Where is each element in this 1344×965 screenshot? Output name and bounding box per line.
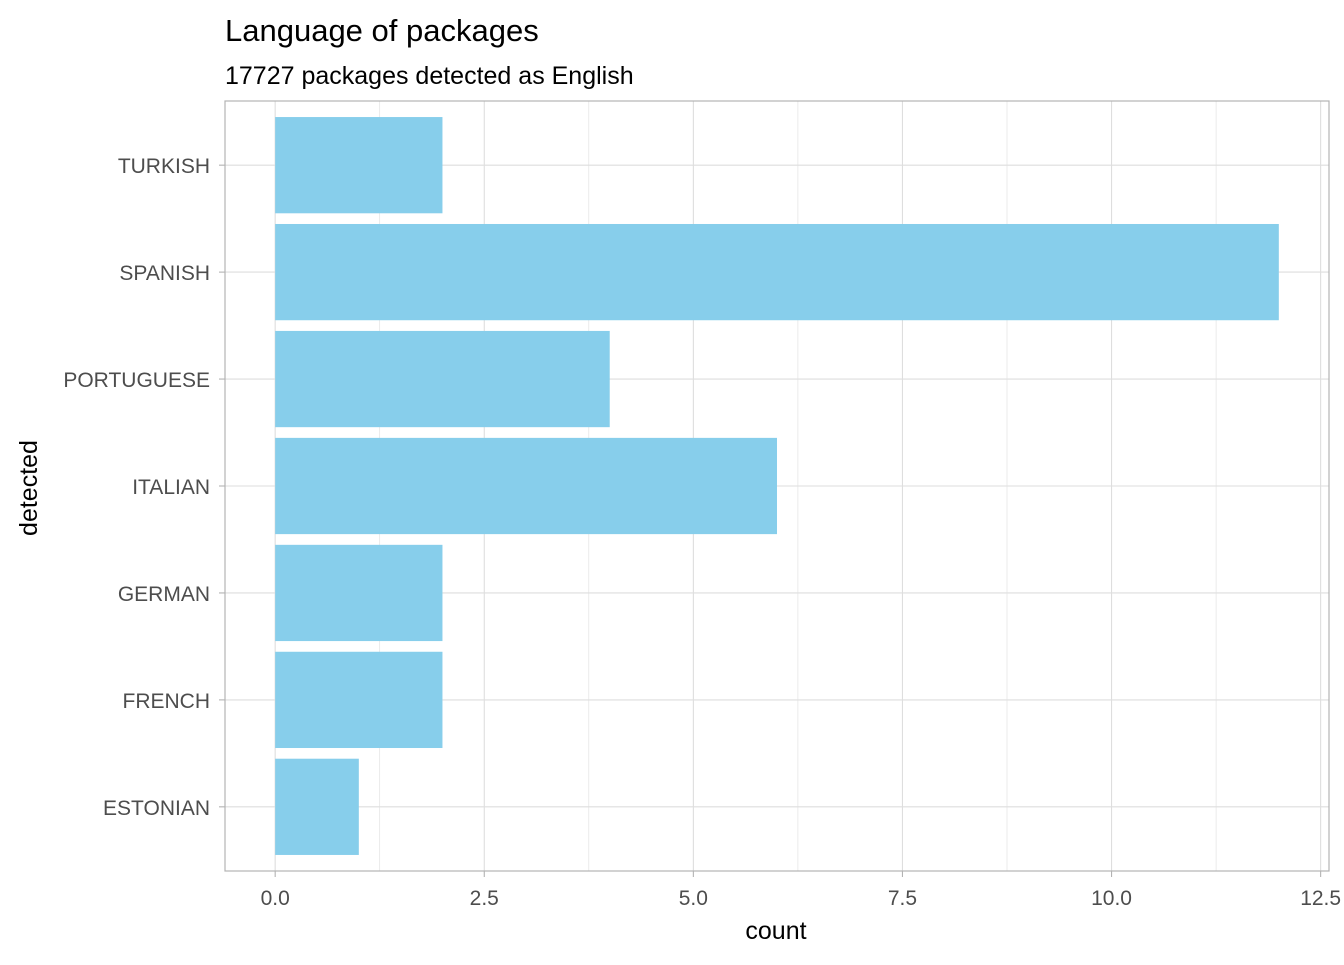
bar-turkish <box>275 117 443 214</box>
bar-german <box>275 544 443 642</box>
x-tick-label: 5.0 <box>679 887 708 910</box>
y-tick-label: ESTONIAN <box>103 797 210 820</box>
y-tick-label: PORTUGUESE <box>63 369 210 392</box>
y-tick-label: GERMAN <box>118 583 210 606</box>
bar-spanish <box>275 223 1279 321</box>
bar-italian <box>275 437 777 535</box>
bar-estonian <box>275 758 359 855</box>
y-tick-label: SPANISH <box>119 262 210 285</box>
y-axis-title: detected <box>15 440 43 536</box>
y-axis: ESTONIAN FRENCH GERMAN ITALIAN PORTUGUESE SPA… <box>63 155 225 820</box>
y-tick-label: ITALIAN <box>132 476 210 499</box>
x-axis-title: count <box>745 917 806 945</box>
chart-subtitle: 17727 packages detected as English <box>225 62 634 90</box>
x-tick-label: 2.5 <box>470 887 499 910</box>
bar-french <box>275 651 443 749</box>
x-tick-label: 12.5 <box>1300 887 1341 910</box>
y-tick-label: FRENCH <box>123 690 211 713</box>
x-tick-label: 0.0 <box>261 887 290 910</box>
x-axis: 0.0 2.5 5.0 7.5 10.0 12.5 <box>261 871 1341 910</box>
x-tick-label: 7.5 <box>888 887 917 910</box>
bars <box>275 117 1279 855</box>
x-tick-label: 10.0 <box>1091 887 1132 910</box>
bar-portuguese <box>275 330 610 428</box>
y-tick-label: TURKISH <box>118 155 210 178</box>
chart-title: Language of packages <box>225 13 539 48</box>
